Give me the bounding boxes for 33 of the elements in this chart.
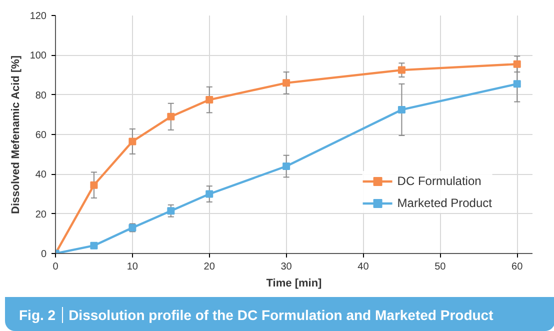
caption: Fig. 2 — [19, 307, 63, 323]
x-axis-title: Time [min] — [266, 278, 322, 290]
point — [167, 207, 175, 215]
legend-label: Marketed Product — [397, 196, 492, 210]
x-tick-label: 10 — [126, 262, 138, 272]
y-tick-label: 60 — [35, 130, 47, 141]
point — [398, 106, 406, 114]
point — [513, 60, 521, 68]
y-tick-label: 40 — [35, 170, 47, 181]
y-tick-label: 100 — [30, 50, 47, 62]
point — [206, 190, 214, 198]
point — [282, 162, 290, 170]
point — [282, 79, 290, 87]
x-tick-label: 50 — [434, 262, 446, 272]
point — [206, 96, 214, 104]
x-tick-label: 40 — [358, 262, 370, 272]
text: Dissolution profile of the DC Formulation and Marketed Product — [68, 307, 494, 323]
y-axis-title: Dissolved Mefenamic Acid [%] — [10, 55, 22, 214]
x-tick-label: 60 — [512, 262, 524, 272]
x-tick-label: 20 — [204, 262, 216, 272]
y-tick-label: 120 — [30, 11, 47, 22]
x-tick-label: 30 — [280, 262, 292, 272]
point — [167, 112, 175, 120]
point — [90, 181, 98, 189]
legend-label: DC Formulation — [397, 174, 482, 188]
point — [90, 242, 98, 250]
point — [128, 138, 136, 146]
point — [513, 80, 521, 88]
point — [398, 66, 406, 74]
y-tick-label: 20 — [35, 209, 47, 220]
y-tick-label: 80 — [35, 90, 47, 102]
x-tick-label: 0 — [52, 262, 59, 272]
y-tick-label: 0 — [40, 249, 47, 260]
